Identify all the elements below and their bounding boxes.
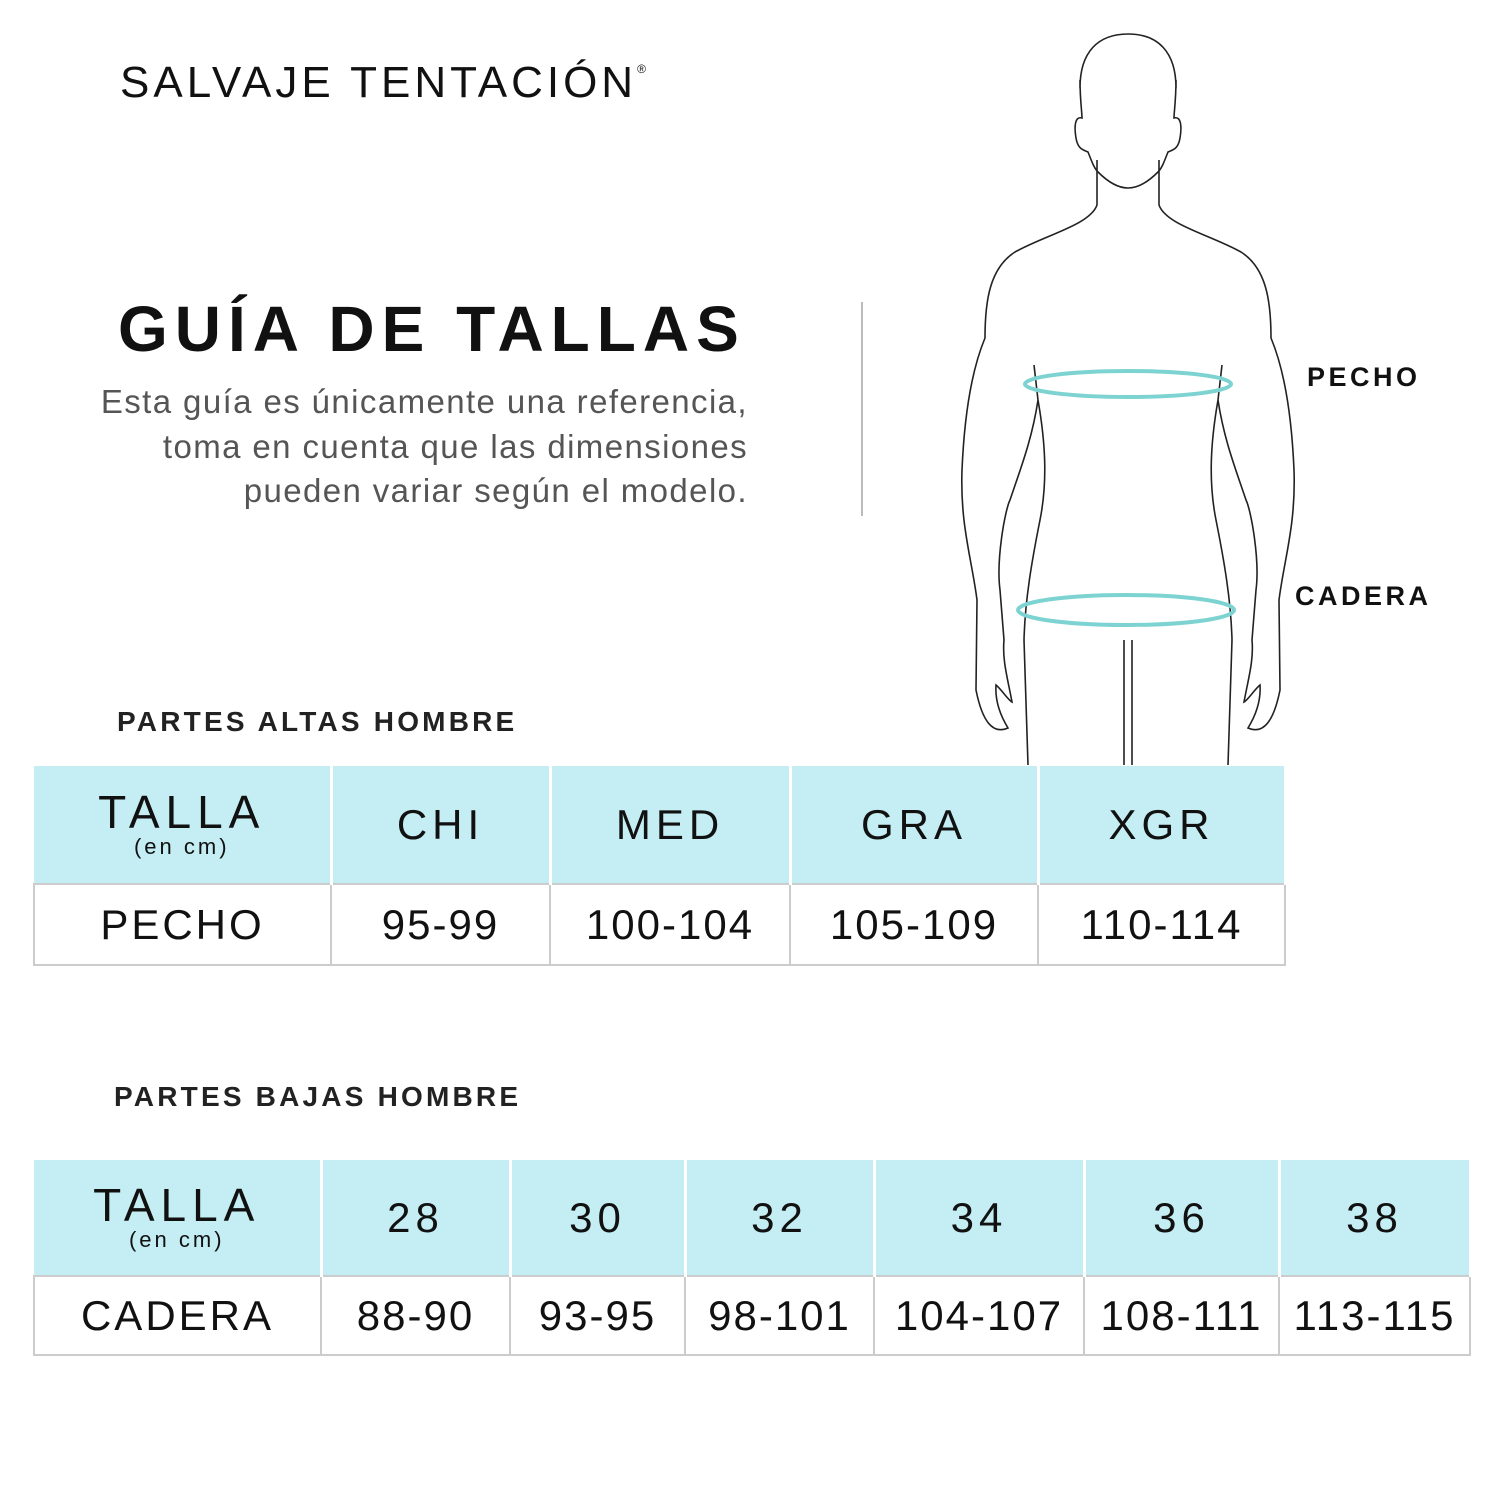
body-figure — [960, 33, 1296, 766]
size-header: CHI — [329, 766, 552, 884]
chest-ring — [1023, 369, 1233, 399]
hip-ring — [1016, 593, 1236, 627]
size-header: 30 — [508, 1160, 687, 1276]
size-header: 28 — [319, 1160, 512, 1276]
size-header: MED — [548, 766, 792, 884]
bottoms-section-title: PARTES BAJAS HOMBRE — [114, 1081, 522, 1112]
table-cell: 100-104 — [549, 883, 791, 966]
size-header: 32 — [683, 1160, 876, 1276]
unit-label: (en cm) — [133, 833, 230, 859]
table-cell: 104-107 — [873, 1275, 1085, 1356]
talla-label: TALLA — [93, 1178, 261, 1231]
hip-label: CADERA — [1295, 581, 1432, 611]
chest-label: PECHO — [1307, 362, 1421, 392]
table-row: PECHO 95-99 100-104 105-109 110-114 — [33, 883, 1286, 966]
bottoms-size-table: TALLA (en cm) 28 30 32 34 36 38 CADERA 88… — [33, 1160, 1472, 1356]
table-cell: 113-115 — [1278, 1275, 1471, 1356]
talla-header: TALLA (en cm) — [34, 1160, 323, 1276]
table-cell: 105-109 — [789, 883, 1039, 966]
page-title: GUÍA DE TALLAS — [118, 293, 746, 365]
talla-header: TALLA (en cm) — [34, 766, 333, 884]
size-header: 38 — [1277, 1160, 1472, 1276]
registered-mark: ® — [637, 62, 646, 76]
row-label: CADERA — [33, 1275, 322, 1356]
tops-size-table: TALLA (en cm) CHI MED GRA XGR PECHO 95-99… — [33, 766, 1287, 966]
body-outline — [960, 33, 1296, 766]
brand-name: SALVAJE TENTACIÓN — [120, 58, 638, 107]
table-cell: 110-114 — [1037, 883, 1286, 966]
size-header: GRA — [788, 766, 1040, 884]
description: Esta guía es únicamente una referencia, … — [100, 383, 748, 509]
table-cell: 98-101 — [684, 1275, 875, 1356]
size-header: 36 — [1082, 1160, 1281, 1276]
table-cell: 95-99 — [330, 883, 551, 966]
brand-logo: SALVAJE TENTACIÓN® — [120, 58, 646, 108]
unit-label: (en cm) — [128, 1226, 225, 1252]
size-header: 34 — [872, 1160, 1086, 1276]
row-label: PECHO — [33, 883, 332, 966]
talla-label: TALLA — [98, 785, 266, 838]
table-cell: 108-111 — [1083, 1275, 1280, 1356]
table-row: CADERA 88-90 93-95 98-101 104-107 108-11… — [33, 1275, 1471, 1356]
table-cell: 93-95 — [509, 1275, 686, 1356]
size-header: XGR — [1036, 766, 1287, 884]
divider — [861, 302, 863, 516]
table-cell: 88-90 — [320, 1275, 511, 1356]
tops-section-title: PARTES ALTAS HOMBRE — [117, 706, 518, 737]
measurement-rings — [1016, 369, 1236, 627]
table-header-row: TALLA (en cm) 28 30 32 34 36 38 — [34, 1160, 1472, 1276]
table-header-row: TALLA (en cm) CHI MED GRA XGR — [34, 766, 1287, 884]
